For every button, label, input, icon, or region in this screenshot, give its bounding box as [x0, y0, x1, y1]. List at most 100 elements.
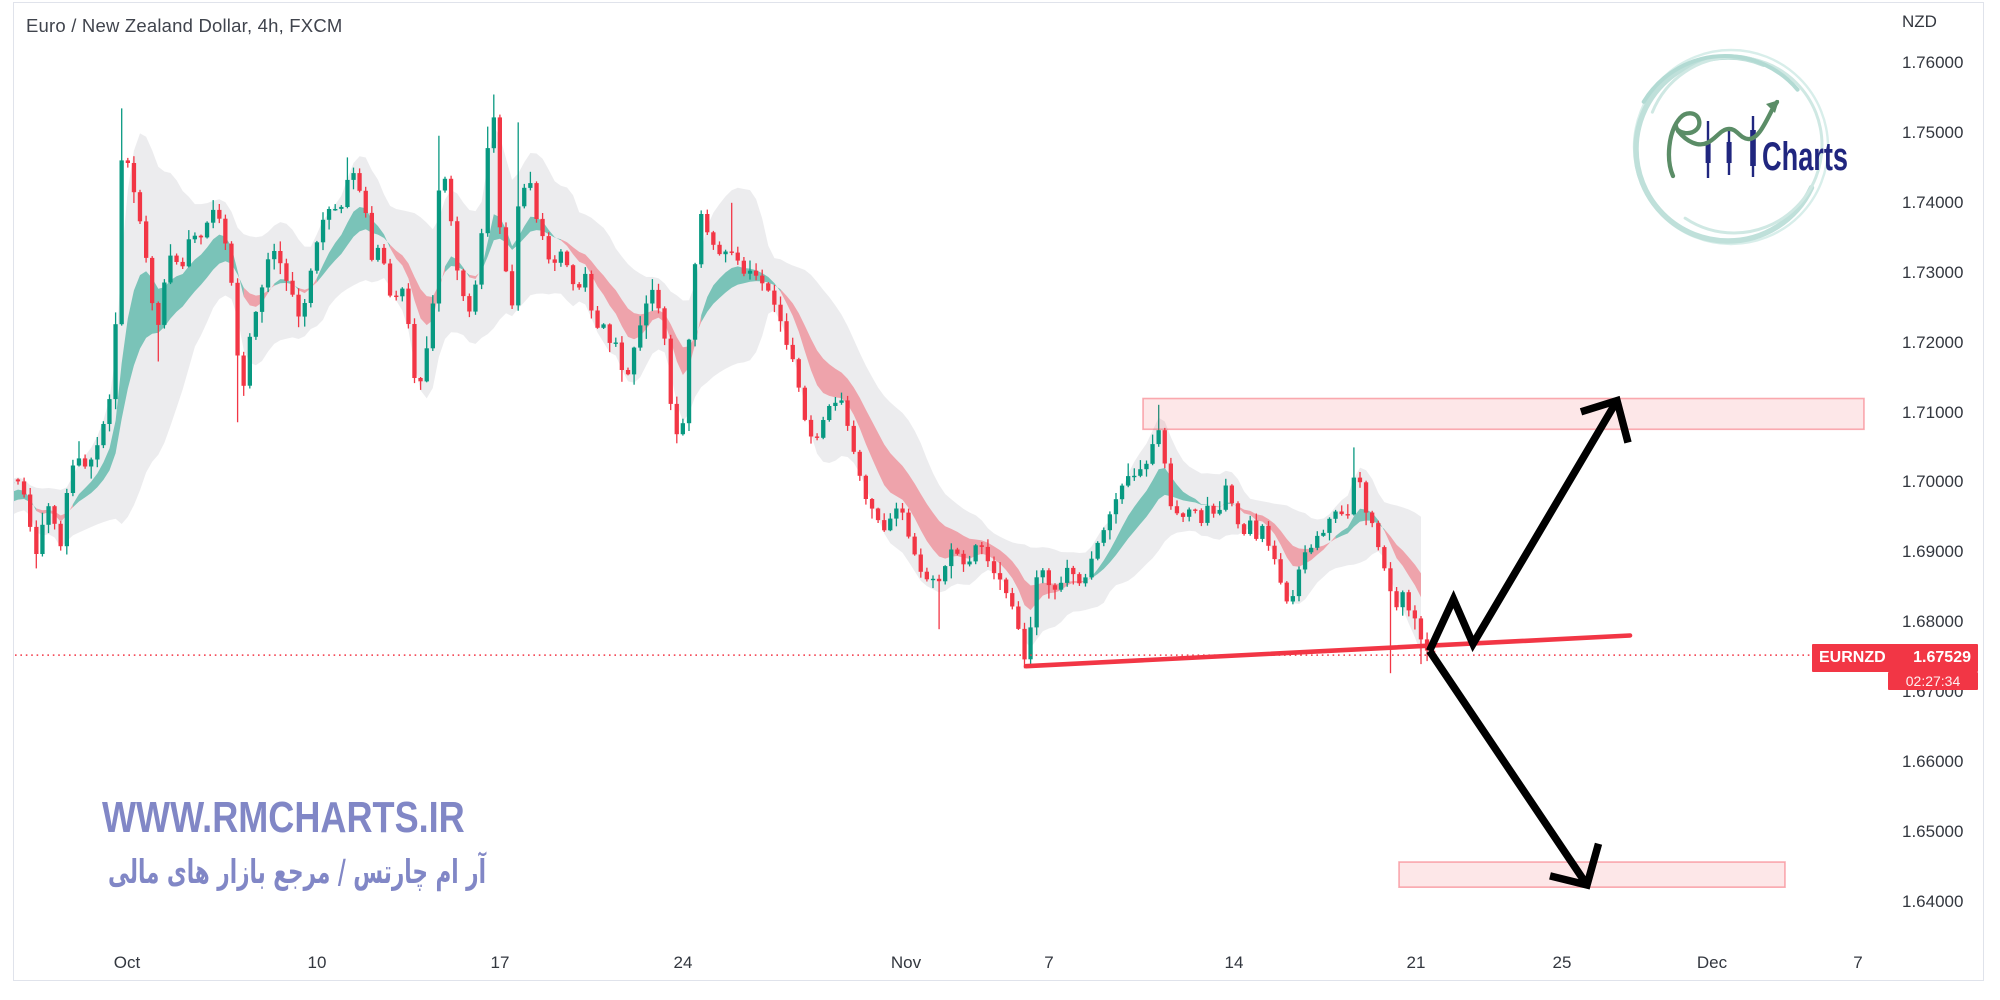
candle [1321, 529, 1326, 537]
candle [1309, 544, 1314, 555]
candle [503, 222, 509, 273]
candle [168, 244, 173, 285]
candle [1357, 472, 1363, 488]
time-tick-label: 24 [673, 953, 693, 972]
candle [320, 212, 326, 251]
candle [1333, 509, 1338, 523]
candle [686, 338, 692, 431]
candle [156, 301, 161, 362]
candle [997, 562, 1003, 590]
candle [1132, 468, 1137, 481]
trendline-drawing[interactable] [1023, 633, 1633, 669]
price-tick-label: 1.70000 [1902, 472, 1964, 492]
candle [351, 167, 356, 190]
candle [1205, 496, 1210, 526]
candle [40, 512, 45, 557]
candle [1376, 520, 1381, 551]
bearish-projection[interactable] [1426, 648, 1603, 890]
candle [638, 316, 643, 351]
candle [1101, 527, 1106, 547]
candle [198, 234, 204, 245]
candles-series [0, 94, 1436, 674]
candle [1235, 501, 1241, 529]
candle [485, 126, 490, 237]
candle [1363, 480, 1369, 526]
candle [186, 230, 191, 268]
candle [766, 282, 771, 292]
logo-squiggle-icon [1666, 99, 1780, 179]
candle [760, 269, 765, 291]
candle [1174, 500, 1180, 516]
candle [272, 243, 277, 270]
price-tick-label: 1.64000 [1902, 891, 1964, 911]
projection-arrows[interactable] [1426, 395, 1632, 890]
candle [1028, 616, 1033, 668]
candle [400, 287, 405, 302]
candle [570, 264, 576, 291]
candle [1180, 512, 1186, 522]
candle [851, 420, 856, 455]
bullish-projection[interactable] [1426, 395, 1632, 653]
candle [144, 215, 149, 263]
candle [900, 503, 905, 521]
candle [692, 262, 698, 347]
candle [369, 206, 374, 262]
candle [461, 268, 466, 301]
candle [333, 204, 338, 211]
candle [625, 367, 631, 376]
volatility-band [14, 126, 1421, 654]
candle [546, 232, 551, 264]
candle [412, 318, 417, 384]
time-tick-label: 25 [1552, 953, 1572, 972]
candle [552, 255, 557, 271]
candle [137, 189, 143, 224]
candle [1315, 531, 1320, 551]
candle [21, 477, 27, 498]
candle [1046, 568, 1051, 599]
candle [808, 415, 814, 444]
candle [418, 377, 423, 390]
candle [674, 396, 679, 444]
candle [229, 241, 234, 286]
candle [448, 175, 454, 226]
volatility-band-area [14, 126, 1421, 654]
candle [534, 181, 539, 223]
candle [1144, 460, 1149, 477]
candle [662, 306, 667, 346]
candle [150, 256, 155, 311]
candle [345, 157, 350, 209]
candle [1345, 504, 1350, 519]
candle [918, 548, 923, 578]
candle [424, 336, 429, 383]
candle [943, 565, 948, 585]
candle [1089, 551, 1094, 580]
time-tick-label: Oct [113, 953, 141, 972]
candle [253, 311, 258, 340]
candle [888, 513, 893, 532]
candle [1187, 507, 1192, 522]
candle [1058, 576, 1064, 592]
candle [564, 250, 570, 268]
candle [644, 295, 649, 339]
candle [1418, 616, 1424, 665]
time-tick-label: 17 [490, 953, 510, 972]
candle [0, 486, 2, 497]
supply-demand-zones[interactable] [1142, 397, 1865, 889]
ascending-trendline[interactable] [1023, 633, 1633, 669]
candle [985, 539, 990, 567]
candle [595, 306, 600, 329]
candle [70, 459, 76, 497]
candle [1260, 524, 1265, 543]
candle [107, 394, 112, 432]
candle [522, 183, 527, 209]
candle [89, 457, 94, 479]
candle [747, 260, 753, 280]
price-tick-label: 1.68000 [1902, 612, 1964, 632]
candle [1065, 559, 1070, 587]
candle [1254, 513, 1259, 541]
supply-zone[interactable] [1142, 397, 1865, 431]
candle [1382, 545, 1387, 571]
candle [753, 263, 759, 281]
symbol-title: Euro / New Zealand Dollar, 4h, FXCM [26, 15, 343, 36]
